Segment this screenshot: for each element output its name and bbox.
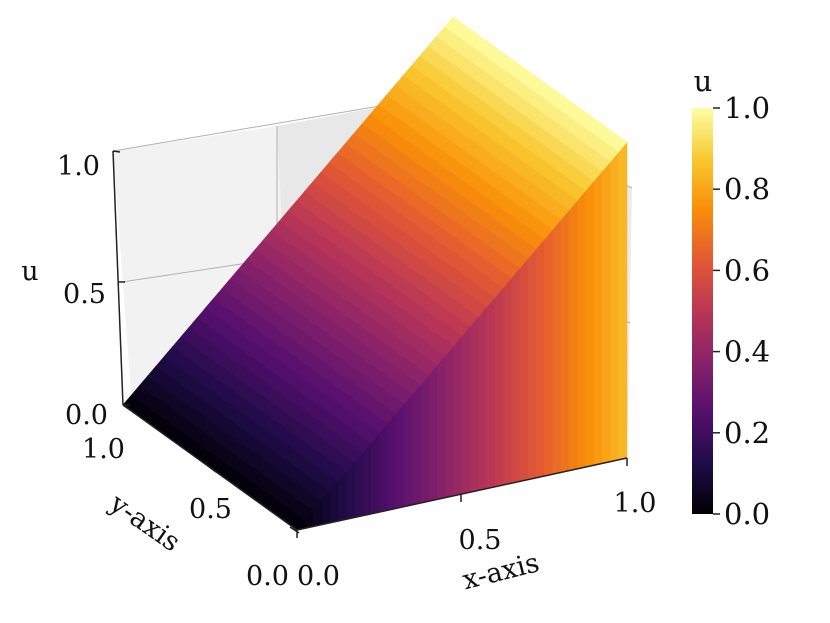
x-tick-label-mid: 0.5 <box>459 525 502 556</box>
colorbar-bar <box>692 108 713 514</box>
surface-front-strip <box>585 179 595 468</box>
colorbar-tick-label: 0.4 <box>724 335 770 369</box>
x-axis-line <box>296 457 628 531</box>
y-axis-label: y-axis <box>103 487 186 558</box>
surface-front-strip <box>420 373 430 504</box>
surface-front-strip <box>552 218 562 475</box>
surface-front-strip <box>362 441 372 516</box>
surface-front-strip <box>379 422 389 513</box>
z-tick-label-mid: 0.5 <box>63 279 106 310</box>
surface-front-strip <box>535 238 545 479</box>
surface-front-strip <box>502 276 512 486</box>
y-tick-label-low: 0.0 <box>246 561 289 592</box>
z-tick-label-top: 1.0 <box>57 151 100 182</box>
surface-front-strip <box>387 412 397 511</box>
surface-front-strip <box>560 209 570 473</box>
y-tick-label-mid: 0.5 <box>189 494 232 525</box>
surface-front-strip <box>601 160 611 464</box>
surface-front-strip <box>436 354 446 500</box>
surface-front-strip <box>395 403 405 509</box>
colorbar-tick-label: 0.2 <box>724 416 770 450</box>
x-tick-label-high: 1.0 <box>614 488 657 519</box>
surface-front-strip <box>428 364 438 502</box>
surface-front-strip <box>593 170 603 466</box>
surface-front-strip <box>494 286 504 488</box>
surface-front-strip <box>469 315 479 493</box>
surface-plot <box>122 16 628 531</box>
surface-front-strip <box>412 383 422 506</box>
colorbar-label: u <box>694 64 713 98</box>
surface-front-strip <box>370 432 380 515</box>
surface-front-strip <box>544 228 554 477</box>
colorbar: u 0.0 0.2 0.4 0.6 0.8 1.0 <box>692 64 770 531</box>
surface-front-strip <box>403 393 413 507</box>
z-axis-label: u <box>21 256 38 287</box>
y-tick-label-high: 1.0 <box>82 434 125 465</box>
surface-front-strip <box>445 344 455 498</box>
surface-front-strip <box>577 189 587 470</box>
colorbar-tick-label: 1.0 <box>724 91 770 125</box>
colorbar-tick-label: 0.8 <box>724 172 770 206</box>
surface-front-strip <box>519 257 529 482</box>
colorbar-tick-label: 0.6 <box>724 253 770 287</box>
surface-strip <box>444 16 628 153</box>
surface-front-strip <box>478 306 488 491</box>
z-tick-label-bottom: 0.0 <box>65 400 108 431</box>
surface-front-strip <box>618 141 628 461</box>
surface-front-strip <box>453 335 463 497</box>
tick-marks <box>112 150 628 538</box>
z-axis-line <box>112 150 124 406</box>
surface-front-strip <box>527 247 537 480</box>
colorbar-ticks: 0.0 0.2 0.4 0.6 0.8 1.0 <box>713 91 770 531</box>
surface-front-strip <box>486 296 496 489</box>
surface-front-strip <box>461 325 471 495</box>
colorbar-tick-label: 0.0 <box>724 497 770 531</box>
surface-front-strip <box>568 199 578 471</box>
surface-front-strip <box>511 267 521 484</box>
surface-front-strip <box>610 150 620 462</box>
x-tick-label-low: 0.0 <box>297 561 340 592</box>
surface-front-strip <box>354 451 364 518</box>
